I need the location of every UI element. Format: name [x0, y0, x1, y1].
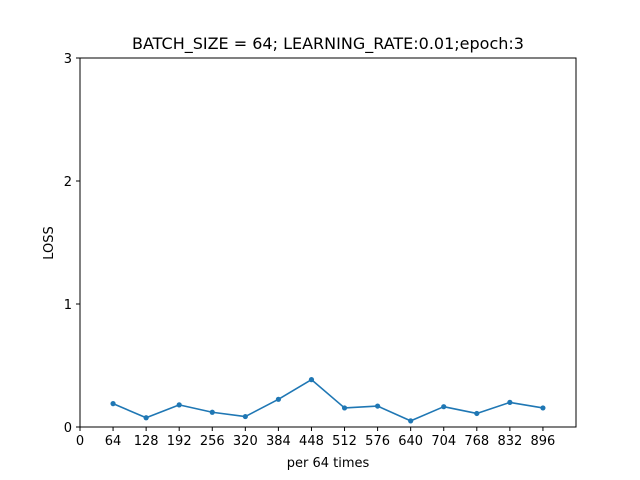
loss-data-point: [507, 399, 513, 405]
loss-data-point: [441, 404, 447, 410]
plot-frame: [79, 57, 577, 428]
y-tick-label: 3: [64, 52, 72, 67]
loss-data-point: [375, 403, 381, 409]
loss-data-point: [474, 410, 480, 417]
plot-area: [110, 377, 546, 424]
loss-data-point: [110, 401, 116, 407]
loss-data-point: [209, 409, 215, 415]
x-axis-label: per 64 times: [287, 456, 370, 471]
x-tick-label: 192: [167, 434, 192, 449]
x-tick-label: 384: [266, 434, 291, 449]
loss-data-point: [143, 415, 149, 421]
y-tick-label: 2: [64, 175, 72, 190]
x-tick-label: 576: [365, 434, 390, 449]
y-axis-label: LOSS: [42, 226, 57, 260]
loss-data-point: [242, 413, 248, 420]
y-tick-label: 0: [64, 421, 72, 436]
x-tick-label: 640: [398, 434, 423, 449]
loss-series-line: [112, 378, 544, 422]
chart-title: BATCH_SIZE = 64; LEARNING_RATE:0.01;epoc…: [132, 34, 524, 54]
loss-data-point: [275, 396, 281, 402]
axis-ticks: 0 64 128 192 256 320 384 448 512 576 640 704 768 832 8…: [64, 52, 556, 449]
x-tick-label: 896: [531, 434, 556, 449]
x-tick-label: 448: [299, 434, 324, 449]
x-tick-label: 512: [332, 434, 357, 449]
x-tick-label: 320: [233, 434, 258, 449]
y-tick-label: 1: [64, 298, 72, 313]
x-tick-label: 128: [134, 434, 159, 449]
x-tick-label: 704: [431, 434, 456, 449]
loss-data-point: [176, 402, 182, 408]
loss-data-point: [408, 418, 414, 424]
x-tick-label: 256: [200, 434, 225, 449]
x-tick-label: 0: [76, 434, 84, 449]
x-tick-label: 64: [105, 434, 122, 449]
x-tick-label: 768: [464, 434, 489, 449]
x-tick-label: 832: [497, 434, 522, 449]
loss-data-point: [540, 405, 546, 411]
loss-data-point: [308, 377, 315, 383]
loss-data-point: [341, 405, 348, 411]
